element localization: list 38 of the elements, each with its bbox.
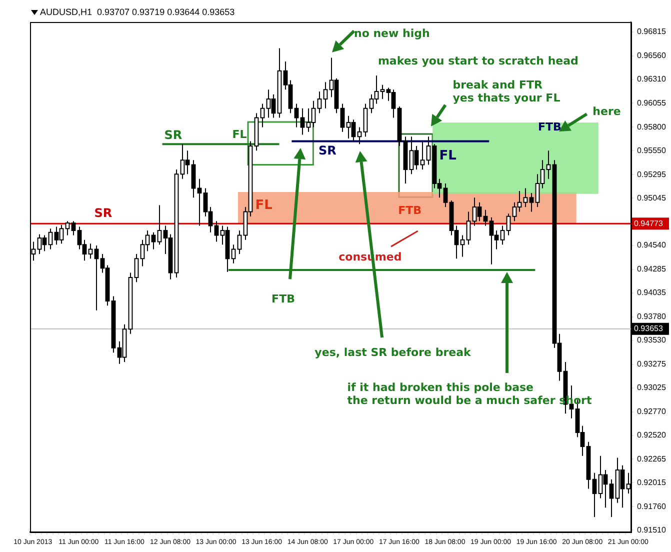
annotation: FTB — [538, 120, 562, 134]
y-tick-label: 0.96310 — [637, 74, 666, 84]
y-tick-label: 0.94035 — [637, 288, 666, 298]
annotation: break and FTR yes thats your FL — [452, 78, 560, 105]
y-tick-label: 0.92015 — [637, 478, 666, 487]
annotation: FTB — [398, 204, 422, 217]
ref-line-label: SR — [318, 143, 336, 158]
y-tick-label: 0.93275 — [637, 360, 666, 369]
annotation: no new high — [354, 27, 430, 40]
y-tick-label: 0.92265 — [637, 454, 666, 464]
y-tick-label: 0.92520 — [637, 430, 666, 440]
band-label: FL — [439, 148, 456, 164]
text: 0.93653 — [634, 324, 664, 334]
chart-title: AUDUSD,H1 0.93707 0.93719 0.93644 0.93653 — [40, 7, 235, 17]
y-tick-label: 0.95800 — [637, 122, 666, 132]
y-tick-label: 0.93530 — [637, 336, 666, 345]
y-tick-label: 0.96815 — [637, 27, 666, 36]
annotation: FTB — [272, 292, 295, 306]
y-tick-label: 0.96055 — [637, 98, 666, 108]
y-tick-label: 0.94540 — [637, 240, 666, 250]
y-tick-label: 0.95295 — [637, 170, 666, 179]
y-tick-label: 0.95550 — [637, 146, 666, 155]
ref-line-label: SR — [164, 128, 182, 142]
y-tick-label: 0.91760 — [637, 502, 666, 511]
ref-line-label: SR — [94, 206, 112, 220]
y-tick-label: 0.93780 — [637, 312, 666, 322]
band-label: FL — [255, 198, 272, 213]
annotation: yes, last SR before break — [314, 346, 472, 359]
y-tick-label: 0.94285 — [637, 264, 666, 274]
annotation: here — [592, 104, 621, 118]
y-tick-label: 0.95045 — [637, 193, 666, 202]
y-tick-label: 0.93025 — [637, 383, 666, 392]
text: 0.94773 — [634, 218, 664, 228]
y-tick-label: 0.96560 — [637, 51, 666, 60]
y-tick-label: 0.92770 — [637, 406, 666, 416]
annotation: FL — [232, 128, 247, 142]
annotation: makes you start to scratch head — [378, 54, 578, 68]
y-tick-label: 0.91510 — [637, 525, 666, 534]
